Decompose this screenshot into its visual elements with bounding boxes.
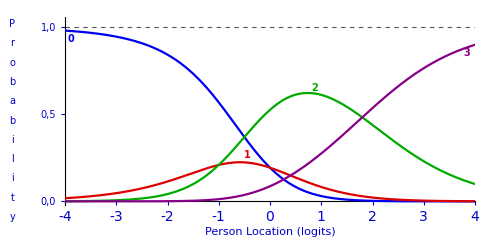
Text: r: r: [10, 38, 14, 48]
Text: P: P: [10, 19, 16, 29]
Text: y: y: [10, 212, 16, 222]
Text: a: a: [10, 96, 16, 106]
Text: 2: 2: [312, 83, 318, 93]
Text: 1: 1: [244, 150, 251, 160]
Text: b: b: [10, 115, 16, 126]
Text: 0: 0: [68, 34, 74, 44]
Text: i: i: [11, 135, 14, 145]
X-axis label: Person Location (logits): Person Location (logits): [204, 227, 336, 237]
Text: t: t: [10, 193, 14, 203]
Text: l: l: [11, 154, 14, 164]
Text: b: b: [10, 77, 16, 87]
Text: 3: 3: [463, 48, 470, 58]
Text: i: i: [11, 173, 14, 183]
Text: o: o: [10, 58, 16, 68]
